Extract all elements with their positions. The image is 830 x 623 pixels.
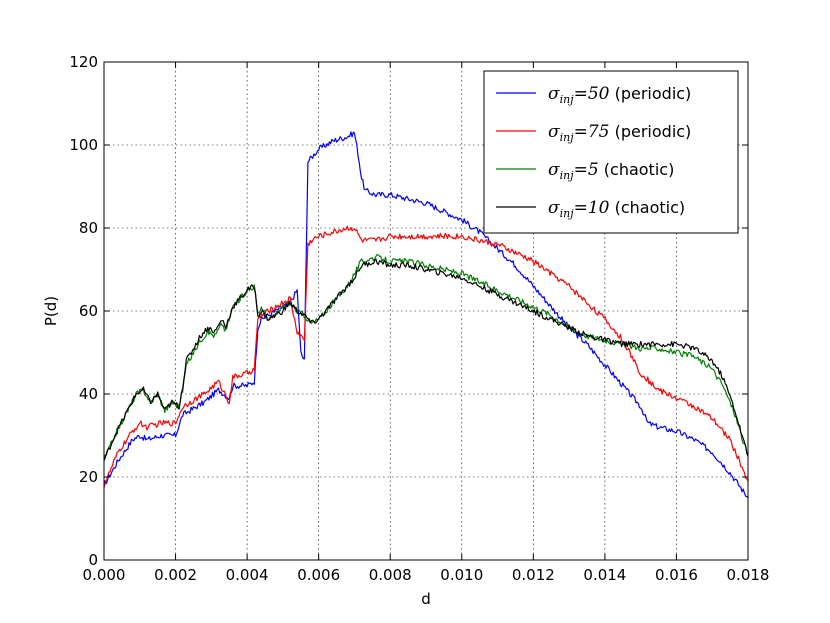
- x-tick-label: 0.016: [655, 566, 698, 584]
- x-tick-label: 0.006: [297, 566, 340, 584]
- legend-symbol: σ: [548, 198, 560, 218]
- x-tick-label: 0.008: [369, 566, 412, 584]
- legend-symbol: σ: [548, 122, 560, 142]
- y-tick-label: 100: [69, 136, 98, 154]
- legend-subscript: inj: [560, 93, 575, 106]
- legend-value: =75: [574, 122, 610, 142]
- axis-ticks: [103, 61, 749, 561]
- legend-suffix: (chaotic): [599, 160, 675, 179]
- legend-suffix: (chaotic): [610, 198, 686, 217]
- legend-subscript: inj: [560, 131, 575, 144]
- legend-entry: σinj=10 (chaotic): [548, 198, 685, 220]
- y-tick-label: 80: [79, 219, 98, 237]
- x-tick-label: 0.000: [83, 566, 126, 584]
- series-line: [103, 131, 749, 499]
- x-tick-label: 0.014: [583, 566, 626, 584]
- x-tick-label: 0.004: [226, 566, 269, 584]
- y-tick-label: 40: [79, 385, 98, 403]
- legend-entry: σinj=5 (chaotic): [548, 160, 674, 182]
- y-tick-label: 120: [69, 53, 98, 71]
- series-line: [103, 225, 749, 488]
- series-line: [103, 253, 749, 462]
- legend-subscript: inj: [560, 207, 575, 220]
- legend-entry: σinj=75 (periodic): [548, 122, 691, 144]
- series-layer: [103, 131, 749, 499]
- legend-symbol: σ: [548, 84, 560, 104]
- x-tick-label: 0.002: [154, 566, 197, 584]
- legend-subscript: inj: [560, 169, 575, 182]
- legend-value: =50: [574, 84, 610, 104]
- y-tick-label: 0: [88, 551, 98, 569]
- series-line: [103, 258, 749, 461]
- y-axis-label: P(d): [42, 296, 60, 326]
- legend-box: [483, 70, 739, 234]
- x-tick-label: 0.010: [440, 566, 483, 584]
- legend-symbol: σ: [548, 160, 560, 180]
- legend-value: =5: [574, 160, 599, 180]
- x-axis-label: d: [421, 590, 431, 608]
- y-tick-label: 60: [79, 302, 98, 320]
- legend: σinj=50 (periodic)σinj=75 (periodic)σinj…: [483, 70, 739, 234]
- x-tick-label: 0.018: [727, 566, 770, 584]
- x-tick-label: 0.012: [512, 566, 555, 584]
- x-tick-labels: 0.000 0.002 0.004 0.006 0.008 0.010 0.012 0.014…: [83, 566, 770, 584]
- legend-suffix: (periodic): [610, 84, 692, 103]
- legend-value: =10: [574, 198, 610, 218]
- y-tick-label: 20: [79, 468, 98, 486]
- y-tick-labels: 0 20 40 60 80 100 120: [69, 53, 98, 569]
- legend-entry: σinj=50 (periodic): [548, 84, 691, 106]
- legend-suffix: (periodic): [610, 122, 692, 141]
